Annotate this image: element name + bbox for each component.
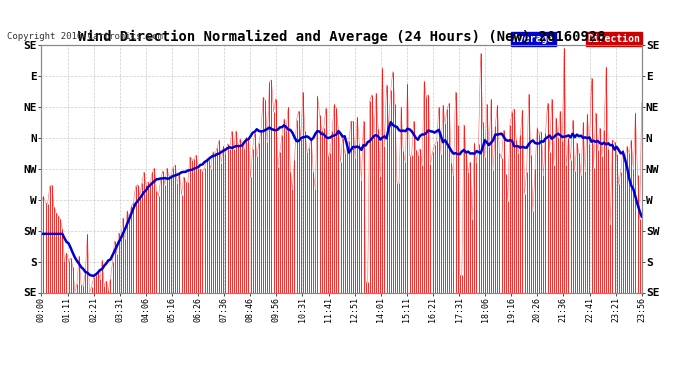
Text: Copyright 2016 Cartronics.com: Copyright 2016 Cartronics.com — [7, 32, 163, 41]
Text: Direction: Direction — [588, 34, 640, 44]
Title: Wind Direction Normalized and Average (24 Hours) (New) 20160928: Wind Direction Normalized and Average (2… — [78, 30, 605, 44]
Text: Average: Average — [513, 34, 554, 44]
